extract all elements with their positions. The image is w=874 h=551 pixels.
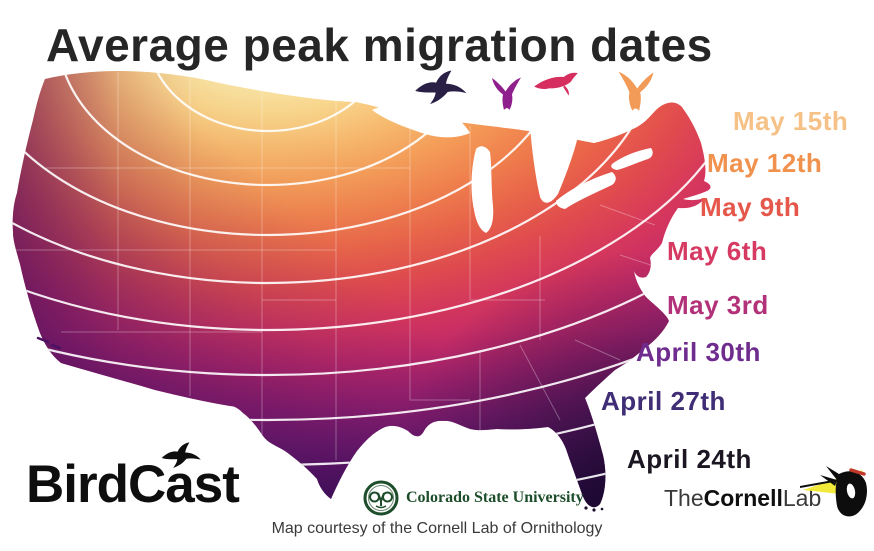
lake-huron	[530, 122, 580, 203]
page-title: Average peak migration dates	[46, 19, 713, 71]
isochrone-label-may-6: May 6th	[667, 236, 768, 266]
bird-silhouettes	[415, 70, 654, 111]
csu-ram-icon	[363, 480, 399, 516]
cornell-wordmark: TheCornellLab	[664, 485, 821, 513]
birdcast-wordmark: BirdCast	[26, 455, 240, 514]
isochrone-label-april-30: April 30th	[636, 337, 761, 367]
lake-ontario	[611, 148, 653, 170]
birdcast-logo: BirdCast	[26, 442, 240, 514]
flying-bird-icon	[534, 72, 578, 96]
cornell-sapsucker-icon	[800, 466, 867, 517]
birdcast-bird-icon	[161, 442, 201, 469]
cornell-lab-logo: TheCornellLab	[664, 466, 867, 517]
csu-wordmark: Colorado State University	[406, 489, 584, 506]
lake-superior	[372, 102, 470, 138]
state-borders	[14, 72, 673, 460]
cornell-wordmark-cornell: Cornell	[703, 485, 783, 511]
cornell-wordmark-the: The	[664, 485, 704, 511]
coastal-islands	[36, 336, 62, 350]
isochrone-label-may-9: May 9th	[700, 192, 801, 222]
great-lakes	[372, 102, 653, 233]
flying-bird-icon	[415, 70, 467, 105]
lake-michigan	[471, 146, 494, 233]
flying-bird-icon	[492, 77, 521, 110]
isochrone-label-april-24: April 24th	[627, 444, 752, 474]
florida-keys	[584, 506, 604, 512]
map-caption: Map courtesy of the Cornell Lab of Ornit…	[271, 520, 603, 537]
isochrone-label-may-15: May 15th	[733, 106, 849, 136]
colorado-state-university-logo: Colorado State University	[362, 479, 584, 517]
lake-erie	[556, 172, 616, 209]
isochrone-label-may-3: May 3rd	[667, 290, 769, 320]
isochrone-label-may-12: May 12th	[707, 148, 823, 178]
isochrone-label-april-27: April 27th	[601, 386, 726, 416]
flying-bird-icon	[618, 71, 654, 111]
